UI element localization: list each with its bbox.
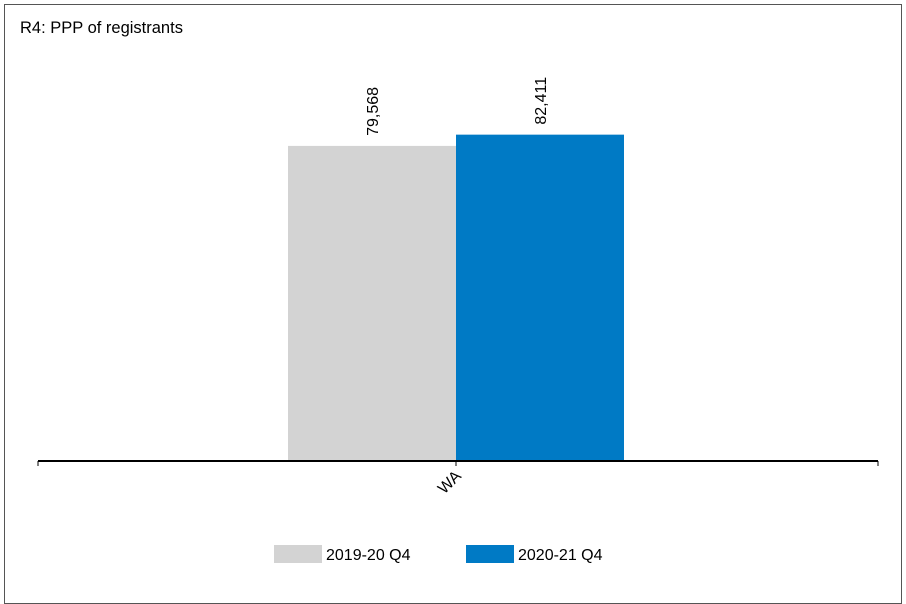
legend-swatch: [466, 545, 514, 563]
legend: 2019-20 Q4 2020-21 Q4: [274, 545, 603, 564]
chart-title: R4: PPP of registrants: [20, 19, 183, 37]
data-label: 79,568: [365, 87, 382, 136]
bars-group: [288, 134, 624, 462]
bar-2020-21-q4: [456, 134, 624, 461]
legend-label: 2020-21 Q4: [518, 547, 603, 564]
bar-chart: 79,568 82,411 WA 2019-20 Q4 2020-21 Q4: [37, 77, 879, 564]
value-labels-group: 79,568 82,411: [365, 77, 550, 136]
category-labels-group: WA: [435, 468, 465, 498]
x-axis-ticks-group: [37, 461, 879, 466]
legend-swatch: [274, 545, 322, 563]
data-label: 82,411: [533, 77, 550, 125]
x-tick-label: WA: [435, 468, 465, 498]
legend-label: 2019-20 Q4: [326, 547, 411, 564]
bar-2019-20-q4: [288, 145, 456, 462]
